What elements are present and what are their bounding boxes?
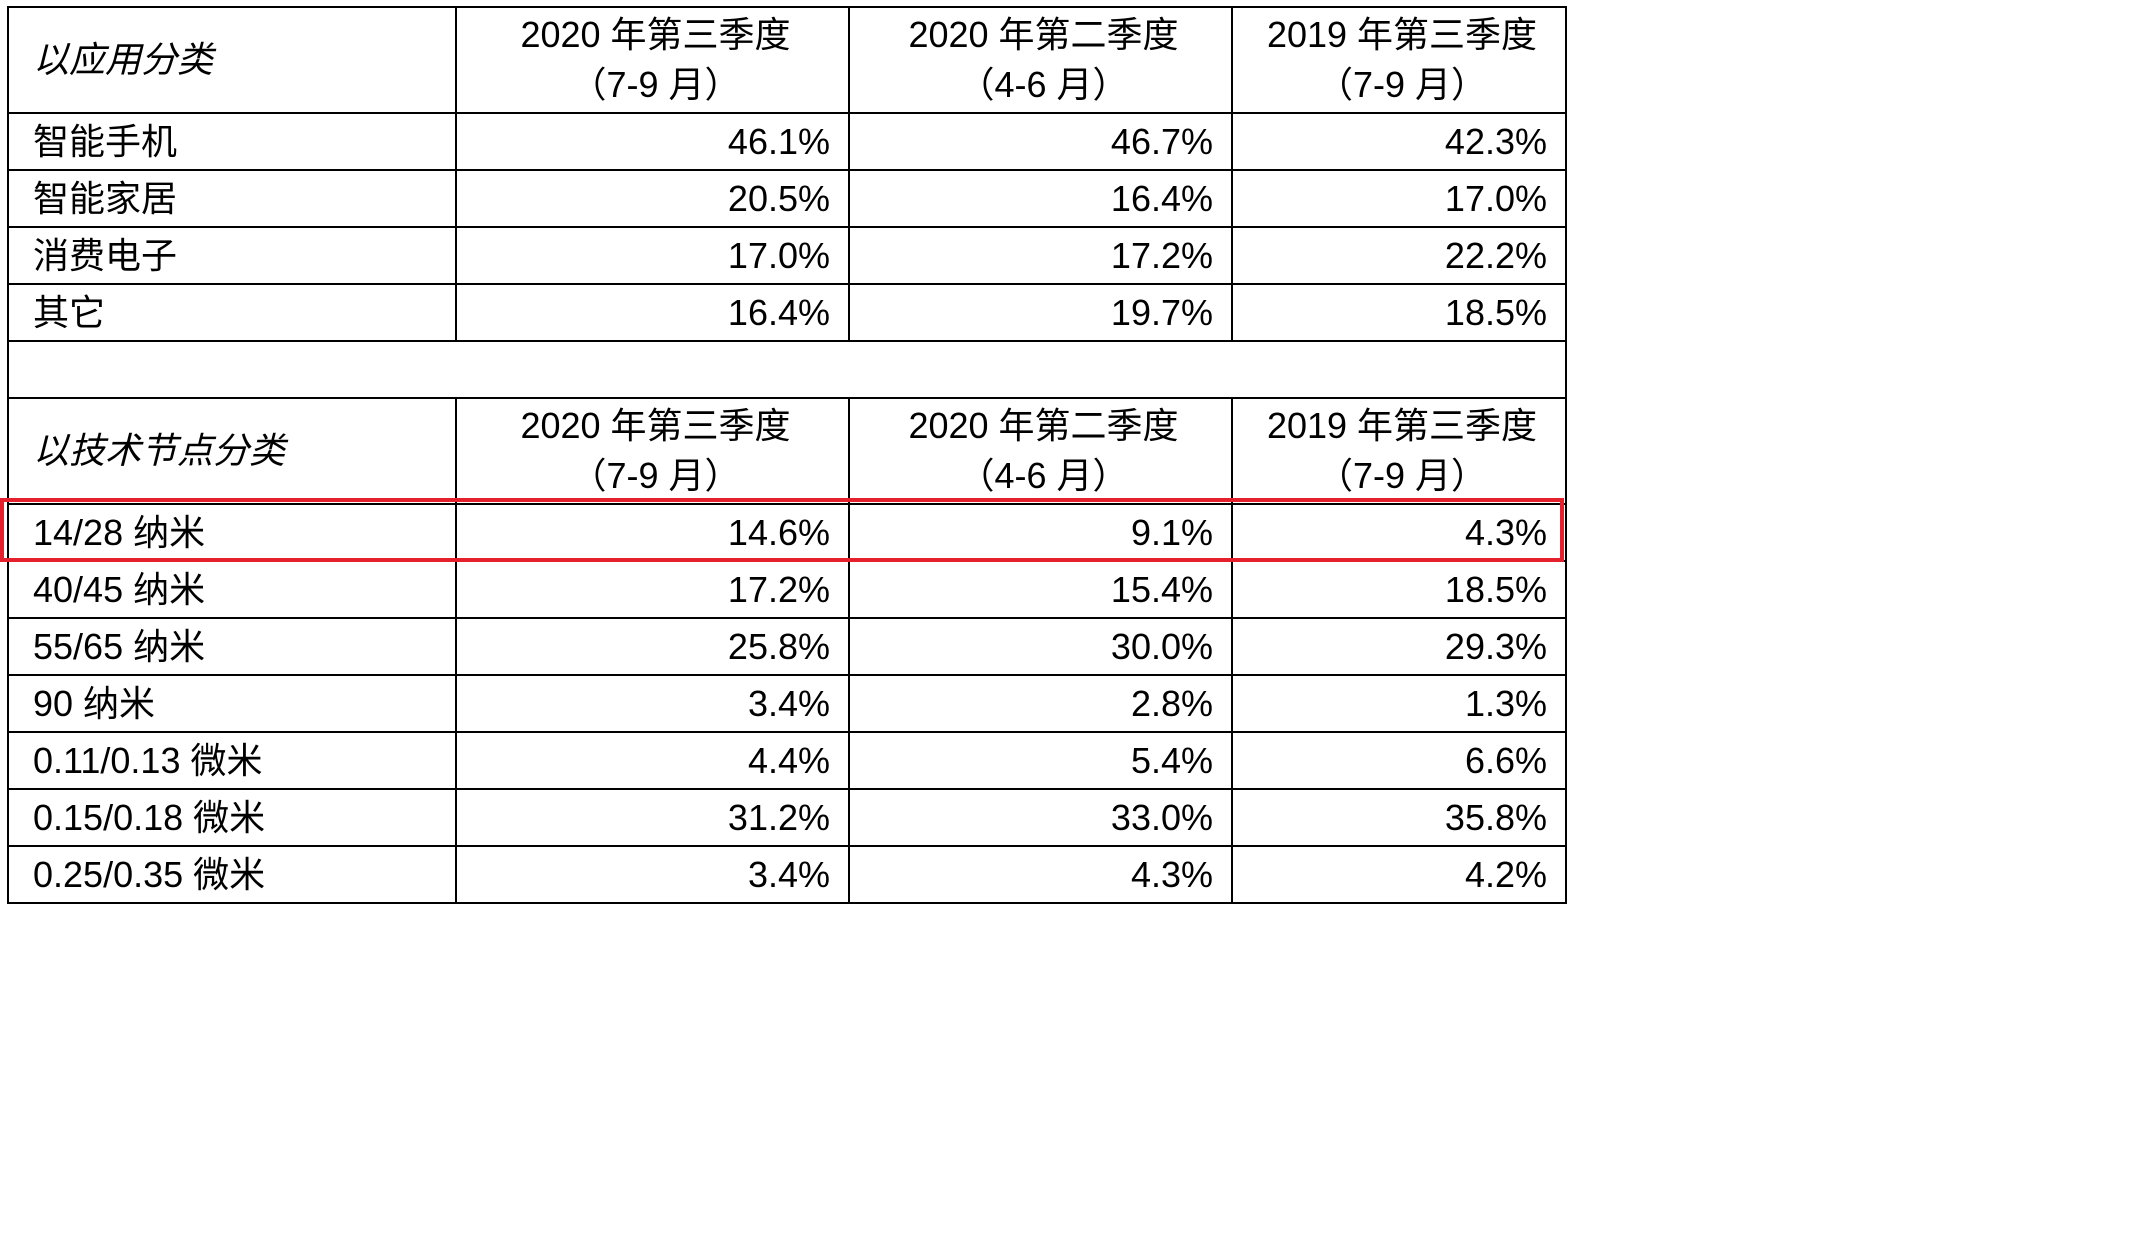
application-header-row: 以应用分类 2020 年第三季度 （7-9 月） 2020 年第二季度 （4-6 月… xyxy=(7,6,1567,114)
row-label: 消费电子 xyxy=(7,226,457,285)
column-header-q3-2020: 2020 年第三季度 （7-9 月） xyxy=(455,6,850,114)
row-label: 智能家居 xyxy=(7,169,457,228)
technology-node-header-row: 以技术节点分类 2020 年第三季度 （7-9 月） 2020 年第二季度 （4-6… xyxy=(7,397,1567,505)
column-header-q2-2020: 2020 年第二季度 （4-6 月） xyxy=(848,397,1233,505)
row-label: 0.11/0.13 微米 xyxy=(7,731,457,790)
cell-value: 17.0% xyxy=(455,226,850,285)
cell-value: 18.5% xyxy=(1231,283,1567,342)
row-label: 0.25/0.35 微米 xyxy=(7,845,457,904)
column-header-q2-2020: 2020 年第二季度 （4-6 月） xyxy=(848,6,1233,114)
cell-value: 20.5% xyxy=(455,169,850,228)
cell-value: 33.0% xyxy=(848,788,1233,847)
table-row: 0.15/0.18 微米 31.2% 33.0% 35.8% xyxy=(7,788,1567,847)
table-row: 90 纳米 3.4% 2.8% 1.3% xyxy=(7,674,1567,733)
table-row-highlighted: 14/28 纳米 14.6% 9.1% 4.3% xyxy=(7,503,1567,562)
section-spacer-row xyxy=(7,340,1567,399)
table-row: 0.25/0.35 微米 3.4% 4.3% 4.2% xyxy=(7,845,1567,904)
spacer-cell xyxy=(7,340,1567,399)
table-row: 55/65 纳米 25.8% 30.0% 29.3% xyxy=(7,617,1567,676)
cell-value: 17.0% xyxy=(1231,169,1567,228)
cell-value: 14.6% xyxy=(455,503,850,562)
cell-value: 15.4% xyxy=(848,560,1233,619)
cell-value: 4.4% xyxy=(455,731,850,790)
application-category-label: 以应用分类 xyxy=(7,6,457,114)
row-label: 40/45 纳米 xyxy=(7,560,457,619)
cell-value: 46.1% xyxy=(455,112,850,171)
cell-value: 3.4% xyxy=(455,845,850,904)
cell-value: 25.8% xyxy=(455,617,850,676)
cell-value: 2.8% xyxy=(848,674,1233,733)
cell-value: 4.3% xyxy=(1231,503,1567,562)
cell-value: 9.1% xyxy=(848,503,1233,562)
cell-value: 31.2% xyxy=(455,788,850,847)
cell-value: 6.6% xyxy=(1231,731,1567,790)
revenue-table: 以应用分类 2020 年第三季度 （7-9 月） 2020 年第二季度 （4-6 月… xyxy=(7,6,1567,904)
cell-value: 17.2% xyxy=(455,560,850,619)
row-label: 90 纳米 xyxy=(7,674,457,733)
row-label: 智能手机 xyxy=(7,112,457,171)
row-label: 14/28 纳米 xyxy=(7,503,457,562)
cell-value: 4.3% xyxy=(848,845,1233,904)
row-label: 0.15/0.18 微米 xyxy=(7,788,457,847)
table-row: 智能手机 46.1% 46.7% 42.3% xyxy=(7,112,1567,171)
cell-value: 46.7% xyxy=(848,112,1233,171)
revenue-breakdown-sheet: 以应用分类 2020 年第三季度 （7-9 月） 2020 年第二季度 （4-6 月… xyxy=(0,6,1567,904)
cell-value: 16.4% xyxy=(455,283,850,342)
cell-value: 5.4% xyxy=(848,731,1233,790)
cell-value: 16.4% xyxy=(848,169,1233,228)
cell-value: 29.3% xyxy=(1231,617,1567,676)
column-header-q3-2019: 2019 年第三季度 （7-9 月） xyxy=(1231,397,1567,505)
cell-value: 30.0% xyxy=(848,617,1233,676)
technology-node-category-label: 以技术节点分类 xyxy=(7,397,457,505)
column-header-q3-2020: 2020 年第三季度 （7-9 月） xyxy=(455,397,850,505)
cell-value: 17.2% xyxy=(848,226,1233,285)
cell-value: 19.7% xyxy=(848,283,1233,342)
table-row: 智能家居 20.5% 16.4% 17.0% xyxy=(7,169,1567,228)
row-label: 其它 xyxy=(7,283,457,342)
table-row: 0.11/0.13 微米 4.4% 5.4% 6.6% xyxy=(7,731,1567,790)
cell-value: 35.8% xyxy=(1231,788,1567,847)
cell-value: 3.4% xyxy=(455,674,850,733)
cell-value: 4.2% xyxy=(1231,845,1567,904)
column-header-q3-2019: 2019 年第三季度 （7-9 月） xyxy=(1231,6,1567,114)
table-row: 其它 16.4% 19.7% 18.5% xyxy=(7,283,1567,342)
cell-value: 42.3% xyxy=(1231,112,1567,171)
cell-value: 22.2% xyxy=(1231,226,1567,285)
cell-value: 18.5% xyxy=(1231,560,1567,619)
cell-value: 1.3% xyxy=(1231,674,1567,733)
row-label: 55/65 纳米 xyxy=(7,617,457,676)
table-row: 40/45 纳米 17.2% 15.4% 18.5% xyxy=(7,560,1567,619)
table-row: 消费电子 17.0% 17.2% 22.2% xyxy=(7,226,1567,285)
